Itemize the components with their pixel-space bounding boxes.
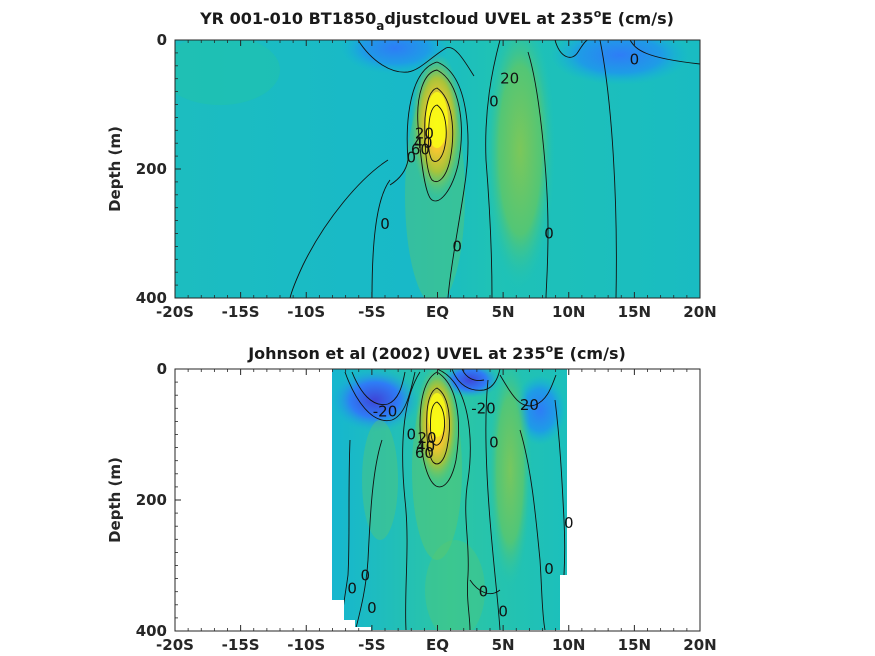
p2-contour-label: 0 <box>406 426 416 444</box>
p2-contour-label: 0 <box>347 579 357 597</box>
panel2-ylabel: Depth (m) <box>106 457 124 543</box>
panel1-x-ticks: -20S -15S -10S -5S EQ 5N 10N 15N 20N <box>156 40 717 321</box>
p1-contour-label: 0 <box>406 148 416 166</box>
p2-ytick-label: 200 <box>136 491 167 509</box>
panel1-field <box>175 40 700 298</box>
p2-contour-label: 60 <box>415 444 434 462</box>
p2-xtick-label: -20S <box>156 636 194 654</box>
p1-contour-label: 60 <box>411 141 430 159</box>
p2-xtick-label: -5S <box>358 636 385 654</box>
p2-xtick-label: 5N <box>492 636 515 654</box>
p2-xtick-label: 10N <box>552 636 585 654</box>
panel1-ylabel: Depth (m) <box>106 126 124 212</box>
p2-contour-label: 0 <box>489 433 499 451</box>
panel1-y-ticks: 0 200 400 <box>136 31 181 307</box>
p1-xtick-label: -15S <box>222 303 260 321</box>
p2-contour-label: -20 <box>373 403 398 421</box>
p1-contour-label: 0 <box>380 215 390 233</box>
panel2-y-ticks: 0 200 400 <box>136 360 181 640</box>
p2-xtick-label: -10S <box>287 636 325 654</box>
p1-contour-label: 20 <box>500 70 519 88</box>
p1-contour-label: 0 <box>489 92 499 110</box>
p2-ytick-label: 400 <box>136 622 167 640</box>
p2-contour-label: -20 <box>471 399 496 417</box>
panel1-title: YR 001-010 BT1850adjustcloud UVEL at 235… <box>199 7 674 33</box>
p2-contour-label: 0 <box>479 583 489 601</box>
p2-contour-label: 20 <box>417 429 436 447</box>
p1-xtick-label: 15N <box>618 303 651 321</box>
p1-xtick-label: -10S <box>287 303 325 321</box>
p1-xtick-label: 10N <box>552 303 585 321</box>
panel-model-uvel: YR 001-010 BT1850adjustcloud UVEL at 235… <box>106 7 717 321</box>
p2-contour-label: 0 <box>564 514 574 532</box>
p2-contour-label: 20 <box>520 396 539 414</box>
p1-ytick-label: 200 <box>136 160 167 178</box>
p2-xtick-label: -15S <box>222 636 260 654</box>
p2-xtick-label: 20N <box>683 636 716 654</box>
p2-contour-label: 0 <box>498 602 508 620</box>
p2-contour-label: 0 <box>367 599 377 617</box>
p2-xtick-label: EQ <box>426 636 449 654</box>
p1-contour-label: 0 <box>544 225 554 243</box>
p1-xtick-label: EQ <box>426 303 449 321</box>
p1-xtick-label: 5N <box>492 303 515 321</box>
p2-contour-label: 40 <box>416 437 435 455</box>
p2-ytick-label: 0 <box>157 360 167 378</box>
p1-ytick-label: 400 <box>136 289 167 307</box>
p2-contour-label: 0 <box>544 560 554 578</box>
panel2-title: Johnson et al (2002) UVEL at 235oE (cm/s… <box>247 342 626 363</box>
p1-contour-label: 40 <box>414 134 433 152</box>
p1-xtick-label: -20S <box>156 303 194 321</box>
p1-xtick-label: 20N <box>683 303 716 321</box>
p1-contour-label: 20 <box>415 125 434 143</box>
p1-contour-label: 0 <box>630 50 640 68</box>
p1-contour-label: 0 <box>452 237 462 255</box>
p1-xtick-label: -5S <box>358 303 385 321</box>
panel-johnson-uvel: Johnson et al (2002) UVEL at 235oE (cm/s… <box>106 342 717 654</box>
panel2-field <box>332 369 567 630</box>
p2-contour-label: 0 <box>361 566 371 584</box>
p2-xtick-label: 15N <box>618 636 651 654</box>
p1-ytick-label: 0 <box>157 31 167 49</box>
panel2-x-ticks: -20S -15S -10S -5S EQ 5N 10N 15N 20N <box>156 369 717 654</box>
